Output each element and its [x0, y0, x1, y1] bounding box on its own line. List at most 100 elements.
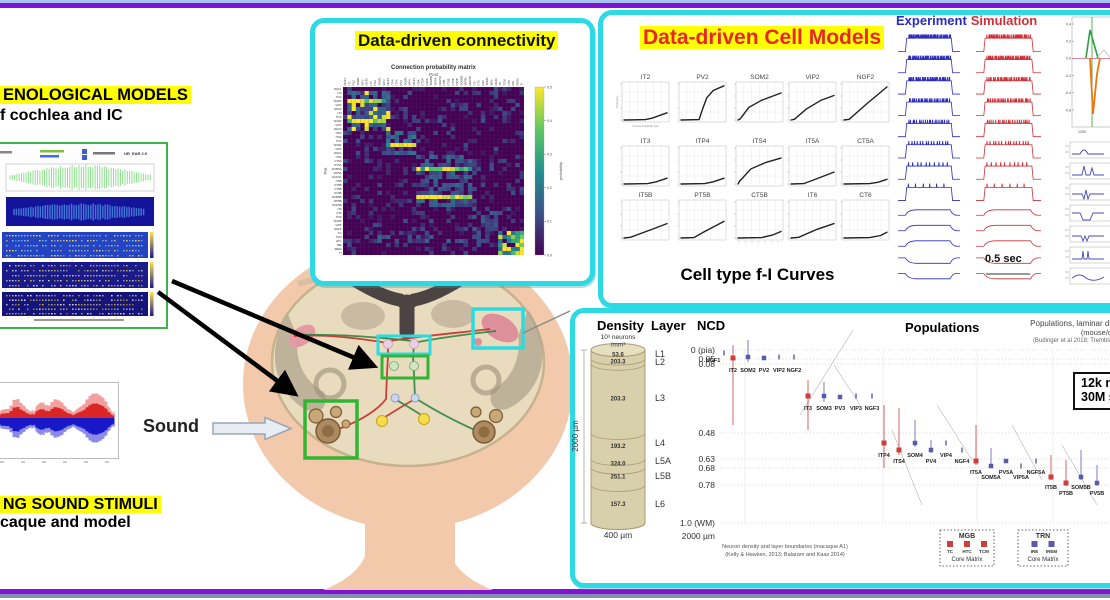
- populations-note: Populations, laminar distr (mouse/cat/ (…: [1000, 319, 1110, 346]
- svg-text:VIP2: VIP2: [360, 79, 364, 86]
- svg-text:-0.4: -0.4: [1065, 91, 1071, 95]
- svg-text:IT6: IT6: [337, 207, 341, 211]
- svg-text:IT6: IT6: [808, 192, 818, 199]
- svg-text:NGF6: NGF6: [494, 78, 498, 86]
- shade-left: [341, 302, 385, 330]
- svg-text:NGF3: NGF3: [334, 127, 342, 131]
- svg-text:IT5B: IT5B: [336, 179, 342, 183]
- svg-text:VIP3: VIP3: [335, 123, 342, 127]
- svg-text:ITP4: ITP4: [696, 138, 710, 145]
- svg-text:2000 µm: 2000 µm: [682, 531, 715, 541]
- svg-text:IT5A: IT5A: [416, 79, 420, 85]
- svg-text:157.3: 157.3: [610, 502, 626, 508]
- svg-text:0.08: 0.08: [698, 359, 715, 369]
- svg-text:VIP2: VIP2: [773, 368, 785, 374]
- svg-text:53.6: 53.6: [612, 353, 624, 359]
- svg-text:PV6: PV6: [481, 80, 485, 86]
- svg-text:0.3: 0.3: [547, 153, 552, 157]
- svg-text:Connection probability matrix: Connection probability matrix: [391, 65, 477, 71]
- populations-header: Populations: [905, 320, 980, 335]
- svg-text:0.4: 0.4: [547, 119, 552, 123]
- svg-text:0.05: 0.05: [698, 354, 715, 364]
- lateral-sulcus-left: [313, 367, 347, 401]
- urear-panel: UR_EAR 2.0: [0, 142, 168, 329]
- svg-text:VIP3: VIP3: [382, 79, 386, 86]
- svg-text:NGF6: NGF6: [334, 227, 342, 231]
- svg-text:VIP4: VIP4: [335, 147, 342, 151]
- svg-text:Pre: Pre: [323, 167, 328, 175]
- cell-models-title: Data-driven Cell Models: [640, 26, 885, 49]
- svg-text:VIP4: VIP4: [408, 79, 412, 86]
- experiment-simulation-traces: [898, 34, 1041, 280]
- svg-text:NGF3: NGF3: [386, 78, 390, 86]
- svg-text:IT5A: IT5A: [806, 138, 820, 145]
- svg-text:Post: Post: [429, 72, 439, 77]
- svg-text:CT6: CT6: [477, 80, 481, 86]
- svg-text:VIP2: VIP2: [335, 103, 342, 107]
- note-line3: (Budinger et al 2018; Tremblay e: [1032, 338, 1110, 344]
- svg-text:193.2: 193.2: [610, 444, 626, 450]
- svg-text:TRN: TRN: [1036, 533, 1050, 540]
- svg-text:VIP4: VIP4: [940, 453, 953, 459]
- svg-text:IT2: IT2: [337, 91, 341, 95]
- svg-text:PV2: PV2: [352, 80, 356, 86]
- svg-text:/mm³: /mm³: [611, 342, 627, 349]
- svg-text:SOM2: SOM2: [750, 74, 769, 81]
- connectivity-title: Data-driven connectivity: [355, 31, 559, 50]
- svg-text:NGF2: NGF2: [365, 78, 369, 86]
- ic-dot-right: [409, 361, 419, 371]
- svg-text:SOM4: SOM4: [334, 143, 342, 147]
- svg-text:0.2: 0.2: [547, 186, 552, 190]
- svg-text:324.0: 324.0: [610, 462, 626, 468]
- shade-right: [431, 300, 475, 328]
- svg-text:PV5A: PV5A: [425, 78, 429, 85]
- svg-text:PV5B: PV5B: [455, 78, 459, 85]
- svg-text:TC: TC: [498, 82, 502, 86]
- ncd-header: NCD: [697, 318, 726, 333]
- svg-text:L5A: L5A: [655, 456, 671, 466]
- cochlea-left: [308, 405, 351, 444]
- svg-text:PT5B: PT5B: [446, 78, 450, 85]
- experiment-header: Experiment: [896, 13, 967, 28]
- svg-text:NGF5A: NGF5A: [438, 76, 442, 85]
- simulation-header: Simulation: [970, 13, 1038, 28]
- svg-text:NGF2: NGF2: [334, 107, 342, 111]
- svg-text:ITS4: ITS4: [336, 135, 342, 139]
- svg-text:NGF5B: NGF5B: [468, 76, 472, 85]
- svg-text:NGF4: NGF4: [334, 151, 342, 155]
- cochlea-right: [470, 406, 504, 444]
- svg-text:PV5B: PV5B: [334, 191, 341, 195]
- fi-caption: Cell type f-I Curves: [680, 265, 835, 284]
- head-illustration: [243, 244, 573, 590]
- svg-text:0.2: 0.2: [1066, 40, 1071, 44]
- thalamus-dot-right: [409, 339, 419, 349]
- svg-text:PV5B: PV5B: [1090, 491, 1104, 497]
- svg-text:0.68: 0.68: [698, 463, 715, 473]
- svg-text:CT5A: CT5A: [421, 78, 425, 85]
- svg-text:SOM5A: SOM5A: [981, 475, 1001, 481]
- svg-text:ITP4: ITP4: [336, 131, 342, 135]
- svg-text:IT5B: IT5B: [1045, 485, 1057, 491]
- stats-line1: 12k n: [1081, 376, 1110, 390]
- connectivity-panel: Data-driven connectivity Connection prob…: [310, 18, 595, 286]
- phenomenological-models-title: ENOLOGICAL MODELS f cochlea and IC: [0, 86, 191, 125]
- svg-text:TC: TC: [338, 231, 342, 235]
- svg-text:MGB: MGB: [959, 533, 975, 540]
- svg-text:VIP5A: VIP5A: [1013, 475, 1029, 481]
- svg-text:SOM6: SOM6: [485, 77, 489, 85]
- svg-text:IREM: IREM: [515, 78, 519, 86]
- svg-text:Core Matrix: Core Matrix: [1027, 557, 1058, 563]
- frame-bottom-outer-strip: [0, 594, 1110, 598]
- svg-text:PV3: PV3: [835, 406, 845, 412]
- svg-text:SOM5B: SOM5B: [332, 195, 342, 199]
- svg-text:VIP2: VIP2: [805, 74, 819, 81]
- svg-text:HTC: HTC: [507, 80, 511, 86]
- svg-text:CT5A: CT5A: [334, 159, 341, 163]
- svg-text:Current amplitude (nA): Current amplitude (nA): [632, 124, 658, 128]
- auditory-cortex-right: [481, 313, 519, 343]
- svg-text:SOM2: SOM2: [334, 99, 342, 103]
- frame-bottom-purple-strip: [0, 589, 1110, 594]
- svg-text:SOM2: SOM2: [740, 368, 756, 374]
- svg-text:NGF4: NGF4: [955, 459, 971, 465]
- pheno-title-line2: f cochlea and IC: [0, 107, 123, 124]
